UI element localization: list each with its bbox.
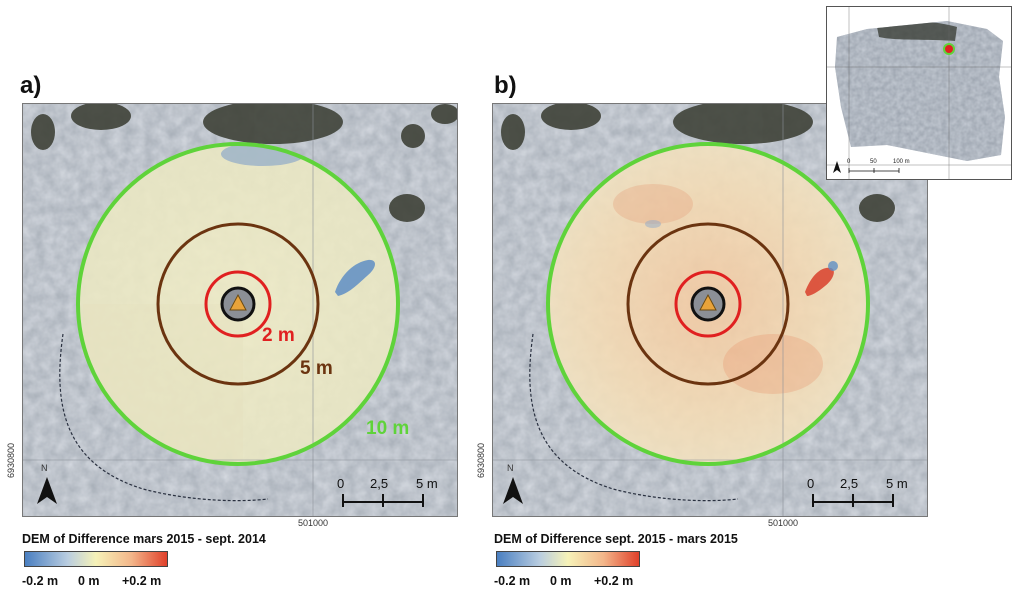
inset-scale-end: 100 m xyxy=(893,159,910,165)
legend-title-a: DEM of Difference mars 2015 - sept. 2014 xyxy=(22,532,266,546)
panel-b-letter: b) xyxy=(494,72,517,99)
north-arrow-icon xyxy=(833,161,841,173)
scale-tick-mid-a: 2,5 xyxy=(370,476,389,491)
north-label-a: N xyxy=(41,463,48,473)
ring-label-5m: 5 m xyxy=(300,358,333,379)
ring-2m xyxy=(674,270,742,338)
inset-scale-mid: 50 xyxy=(870,159,877,165)
scale-tick-mid-b: 2,5 xyxy=(840,476,859,491)
northing-label-b: 6930800 xyxy=(476,442,486,478)
legend-tick-min-a: -0.2 m xyxy=(22,574,59,588)
legend-tick-mid-b: 0 m xyxy=(550,574,572,588)
legend-tick-max-b: +0.2 m xyxy=(594,574,634,588)
scale-tick-end-a: 5 m xyxy=(416,476,438,491)
north-label-b: N xyxy=(507,463,514,473)
legend-colorbar-a xyxy=(24,551,168,567)
ring-2m xyxy=(204,270,272,338)
vegetation-patches xyxy=(31,104,457,222)
scale-bar xyxy=(812,494,894,507)
northing-label-a: 6930800 xyxy=(6,442,16,478)
easting-label-a: 501000 xyxy=(298,518,329,528)
overview-inset-map: 0 50 100 m xyxy=(826,6,1012,180)
legend-tick-min-b: -0.2 m xyxy=(494,574,531,588)
legend-tick-max-a: +0.2 m xyxy=(122,574,162,588)
north-arrow-icon xyxy=(37,477,57,504)
legend-colorbar-b xyxy=(496,551,640,567)
inset-study-site xyxy=(943,43,955,55)
legend-tick-mid-a: 0 m xyxy=(78,574,100,588)
panel-a-letter: a) xyxy=(20,72,42,99)
vegetation-patches xyxy=(501,104,927,222)
scale-tick-0-a: 0 xyxy=(337,476,345,491)
inset-scale-0: 0 xyxy=(847,159,851,165)
legend-title-b: DEM of Difference sept. 2015 - mars 2015 xyxy=(494,532,738,546)
north-arrow-icon xyxy=(503,477,523,504)
ring-10m xyxy=(546,142,870,466)
ring-10m xyxy=(76,142,400,466)
scale-bar xyxy=(342,494,424,507)
easting-label-b: 501000 xyxy=(768,518,799,528)
scale-tick-end-b: 5 m xyxy=(886,476,908,491)
ring-label-2m: 2 m xyxy=(262,325,295,346)
ring-5m xyxy=(626,222,790,386)
scale-tick-0-b: 0 xyxy=(807,476,815,491)
ring-5m xyxy=(156,222,320,386)
map-panel-a xyxy=(22,103,458,517)
ring-label-10m: 10 m xyxy=(366,418,410,439)
